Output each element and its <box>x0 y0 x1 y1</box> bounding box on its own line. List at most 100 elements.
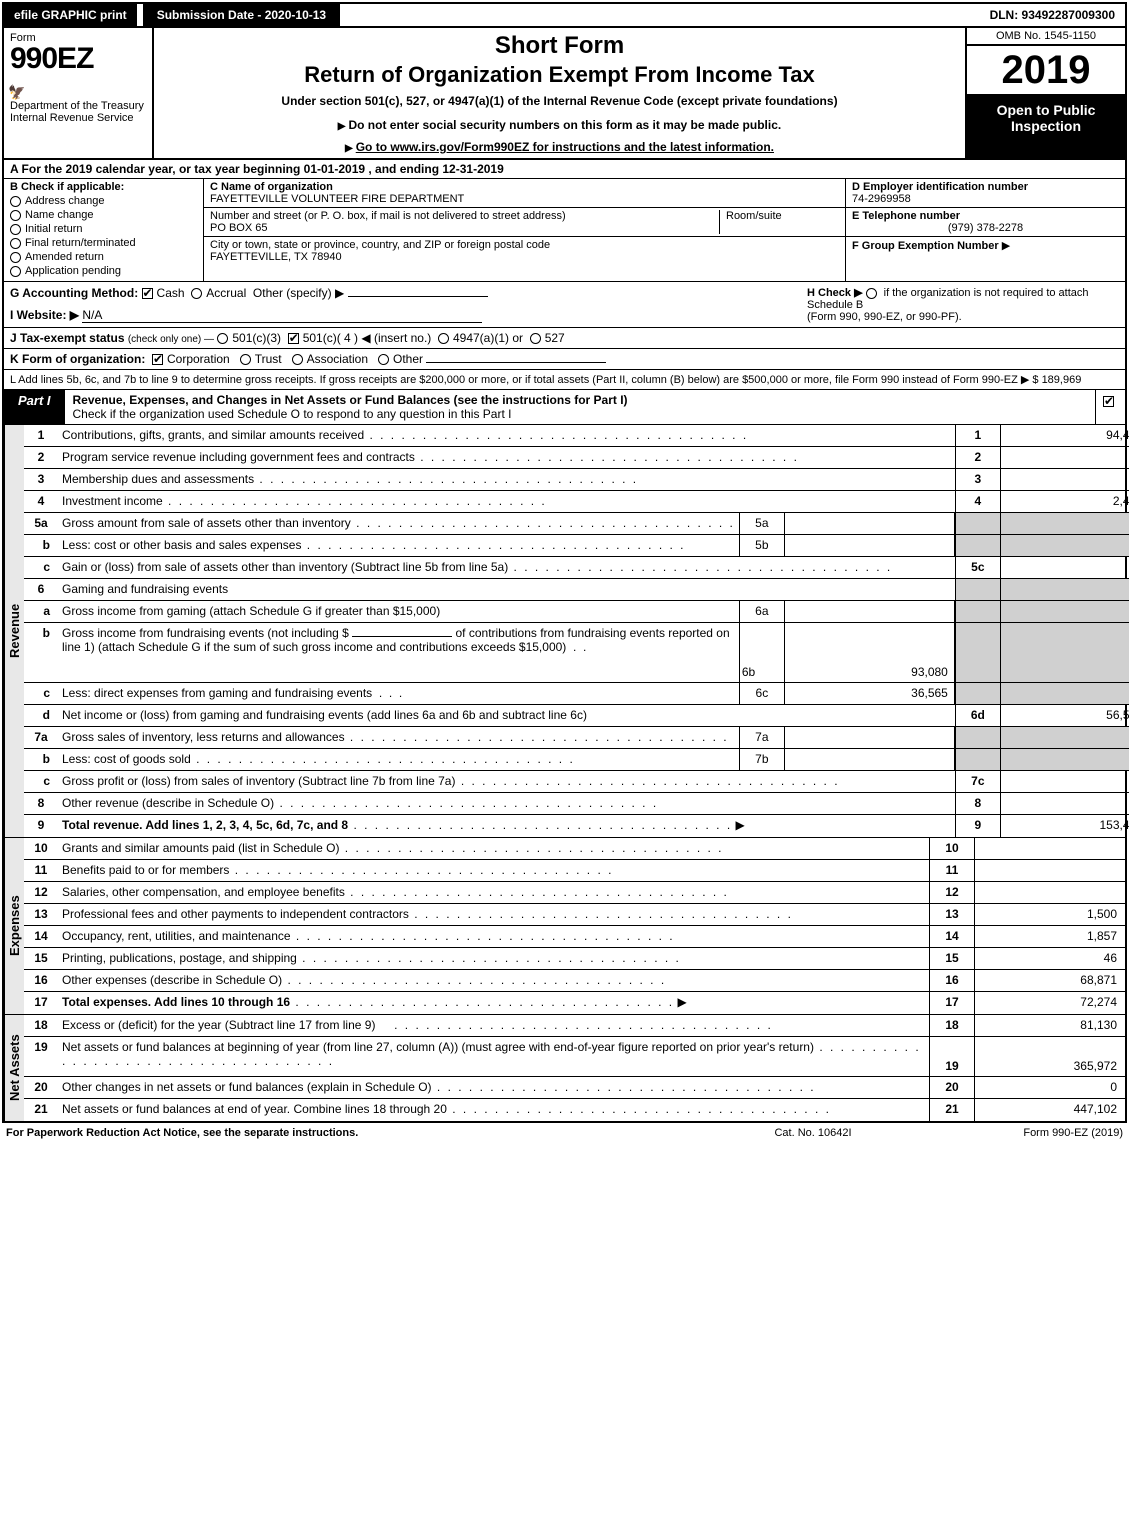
chk-address-change[interactable]: Address change <box>10 195 197 207</box>
j-501c3-radio[interactable] <box>217 333 228 344</box>
line-6a-num: a <box>24 601 58 622</box>
l-amount: $ 189,969 <box>1032 374 1081 386</box>
chk-initial-return[interactable]: Initial return <box>10 223 197 235</box>
form-header: Form 990EZ 🦅 Department of the Treasury … <box>4 28 1125 160</box>
c-name-row: C Name of organization FAYETTEVILLE VOLU… <box>204 179 845 208</box>
title-short-form: Short Form <box>162 32 957 60</box>
d-ein: D Employer identification number 74-2969… <box>846 179 1125 208</box>
line-6-rnum <box>955 579 1001 600</box>
line-1-dots <box>364 428 748 442</box>
j-4947-label: 4947(a)(1) or <box>453 331 523 345</box>
title-return: Return of Organization Exempt From Incom… <box>162 62 957 88</box>
k-trust-radio[interactable] <box>240 354 251 365</box>
chk-name-change-label: Name change <box>25 209 94 221</box>
line-15-dots <box>297 951 681 965</box>
netassets-body: 18 Excess or (deficit) for the year (Sub… <box>24 1015 1125 1121</box>
line-18-num: 18 <box>24 1015 58 1036</box>
chk-application-pending[interactable]: Application pending <box>10 265 197 277</box>
line-6a-desc: Gross income from gaming (attach Schedul… <box>58 601 739 622</box>
line-11: 11 Benefits paid to or for members 11 <box>24 860 1125 882</box>
k-corp-checkbox[interactable] <box>152 354 163 365</box>
chk-application-pending-label: Application pending <box>25 265 121 277</box>
h-checkbox[interactable] <box>866 288 877 299</box>
k-assoc-radio[interactable] <box>292 354 303 365</box>
line-8-dots <box>274 796 658 810</box>
d-label: D Employer identification number <box>852 181 1119 193</box>
chk-name-change[interactable]: Name change <box>10 209 197 221</box>
line-7c-rval <box>1001 771 1129 792</box>
c-city-label: City or town, state or province, country… <box>210 239 839 251</box>
line-13-num: 13 <box>24 904 58 925</box>
line-7a-rnum <box>955 727 1001 748</box>
line-15-rnum: 15 <box>929 948 975 969</box>
g-other-input[interactable] <box>348 296 488 297</box>
line-20: 20 Other changes in net assets or fund b… <box>24 1077 1125 1099</box>
section-b: B Check if applicable: Address change Na… <box>4 179 204 281</box>
k-other-input[interactable] <box>426 362 606 363</box>
line-5a-num: 5a <box>24 513 58 534</box>
line-5c-num: c <box>24 557 58 578</box>
expenses-body: 10 Grants and similar amounts paid (list… <box>24 838 1125 1014</box>
h-text3: (Form 990, 990-EZ, or 990-PF). <box>807 311 962 323</box>
part1-checkbox-cell <box>1095 390 1125 424</box>
line-7b-dots <box>191 752 575 766</box>
chk-address-change-label: Address change <box>25 195 105 207</box>
i-label: I Website: ▶ <box>10 308 79 322</box>
line-7a-num: 7a <box>24 727 58 748</box>
line-4-rval: 2,451 <box>1001 491 1129 512</box>
part1-tab: Part I <box>4 390 65 424</box>
c-addr-row: Number and street (or P. O. box, if mail… <box>204 208 845 237</box>
line-9-desc: Total revenue. Add lines 1, 2, 3, 4, 5c,… <box>62 818 348 832</box>
line-6c-desc: Less: direct expenses from gaming and fu… <box>62 686 372 700</box>
chk-final-return[interactable]: Final return/terminated <box>10 237 197 249</box>
line-11-dots <box>229 863 613 877</box>
efile-print-button[interactable]: efile GRAPHIC print <box>4 4 137 26</box>
line-13: 13 Professional fees and other payments … <box>24 904 1125 926</box>
footer-catno: Cat. No. 10642I <box>703 1127 923 1139</box>
submission-date: Submission Date - 2020-10-13 <box>143 4 340 26</box>
line-2-dots <box>415 450 799 464</box>
b-label: B Check if applicable: <box>10 181 197 193</box>
g-accrual-radio[interactable] <box>191 288 202 299</box>
line-6b-amount-input[interactable] <box>352 636 452 637</box>
j-label: J Tax-exempt status <box>10 331 125 345</box>
part1-schedule-o-checkbox[interactable] <box>1103 396 1114 407</box>
k-other-radio[interactable] <box>378 354 389 365</box>
g-cash-checkbox[interactable] <box>142 288 153 299</box>
line-10-num: 10 <box>24 838 58 859</box>
line-11-num: 11 <box>24 860 58 881</box>
line-11-rnum: 11 <box>929 860 975 881</box>
line-6c: c Less: direct expenses from gaming and … <box>24 683 1129 705</box>
c-room: Room/suite <box>719 210 839 234</box>
line-1-rnum: 1 <box>955 425 1001 446</box>
line-7c-dots <box>455 774 839 788</box>
line-2-rval <box>1001 447 1129 468</box>
line-19-rnum: 19 <box>929 1037 975 1076</box>
j-527-radio[interactable] <box>530 333 541 344</box>
header-middle: Short Form Return of Organization Exempt… <box>154 28 965 158</box>
line-12-rnum: 12 <box>929 882 975 903</box>
chk-amended-return[interactable]: Amended return <box>10 251 197 263</box>
g-cash-label: Cash <box>157 286 185 300</box>
line-9: 9 Total revenue. Add lines 1, 2, 3, 4, 5… <box>24 815 1129 837</box>
goto-link[interactable]: Go to www.irs.gov/Form990EZ for instruct… <box>162 140 957 154</box>
g-label: G Accounting Method: <box>10 286 138 300</box>
line-7c-desc: Gross profit or (loss) from sales of inv… <box>62 774 455 788</box>
c-addr-value: PO BOX 65 <box>210 222 719 234</box>
line-19-rval: 365,972 <box>975 1037 1125 1076</box>
line-13-rval: 1,500 <box>975 904 1125 925</box>
j-4947-radio[interactable] <box>438 333 449 344</box>
line-7b-desc: Less: cost of goods sold <box>62 752 191 766</box>
c-city-value: FAYETTEVILLE, TX 78940 <box>210 251 839 263</box>
c-name-label: C Name of organization <box>210 181 839 193</box>
j-501c-checkbox[interactable] <box>288 333 299 344</box>
tax-year: 2019 <box>967 46 1125 96</box>
line-7a-desc: Gross sales of inventory, less returns a… <box>62 730 345 744</box>
line-3-num: 3 <box>24 469 58 490</box>
j-501c3-label: 501(c)(3) <box>232 331 281 345</box>
line-21-rnum: 21 <box>929 1099 975 1121</box>
line-6b-desc1: Gross income from fundraising events (no… <box>62 626 349 640</box>
line-5b-rval <box>1001 535 1129 556</box>
line-13-dots <box>409 907 793 921</box>
line-7a-midval <box>785 727 955 748</box>
